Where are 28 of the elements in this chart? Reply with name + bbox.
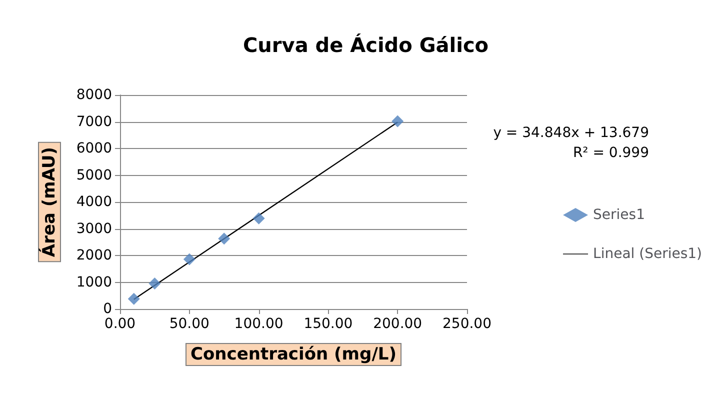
y-tick-label: 3000 xyxy=(76,220,112,237)
legend-label: Series1 xyxy=(593,207,645,223)
point xyxy=(252,212,265,224)
point xyxy=(218,232,230,245)
y-tick-label: 0 xyxy=(103,301,112,317)
x-tick-label: 0.00 xyxy=(104,316,136,332)
y-tick-label: 6000 xyxy=(76,140,112,156)
text: R² = 0.999 xyxy=(572,145,650,161)
y-tick-label: 7000 xyxy=(76,114,112,130)
point xyxy=(148,277,161,290)
y-axis-title: Área (mAU) xyxy=(38,146,60,258)
x-tick-label: 100.00 xyxy=(234,316,284,332)
x-axis-title: Concentración (mg/L) xyxy=(190,344,397,364)
y-tick-label: 1000 xyxy=(76,274,112,290)
y-tick-label: 5000 xyxy=(76,167,112,184)
x-tick-label: 200.00 xyxy=(373,316,422,332)
text: y = 34.848x + 13.679 xyxy=(493,125,650,141)
x-tick-label: 250.00 xyxy=(442,316,492,332)
point xyxy=(392,115,404,128)
chart-title: Curva de Ácido Gálico xyxy=(243,33,489,57)
point xyxy=(183,253,196,266)
legend-label: Lineal (Series1) xyxy=(593,246,702,262)
x-tick-label: 50.00 xyxy=(169,316,210,332)
y-tick-label: 8000 xyxy=(76,87,112,103)
y-tick-label: 4000 xyxy=(76,194,112,210)
y-tick-label: 2000 xyxy=(76,248,112,264)
point xyxy=(128,292,140,305)
x-tick-label: 150.00 xyxy=(304,316,353,332)
